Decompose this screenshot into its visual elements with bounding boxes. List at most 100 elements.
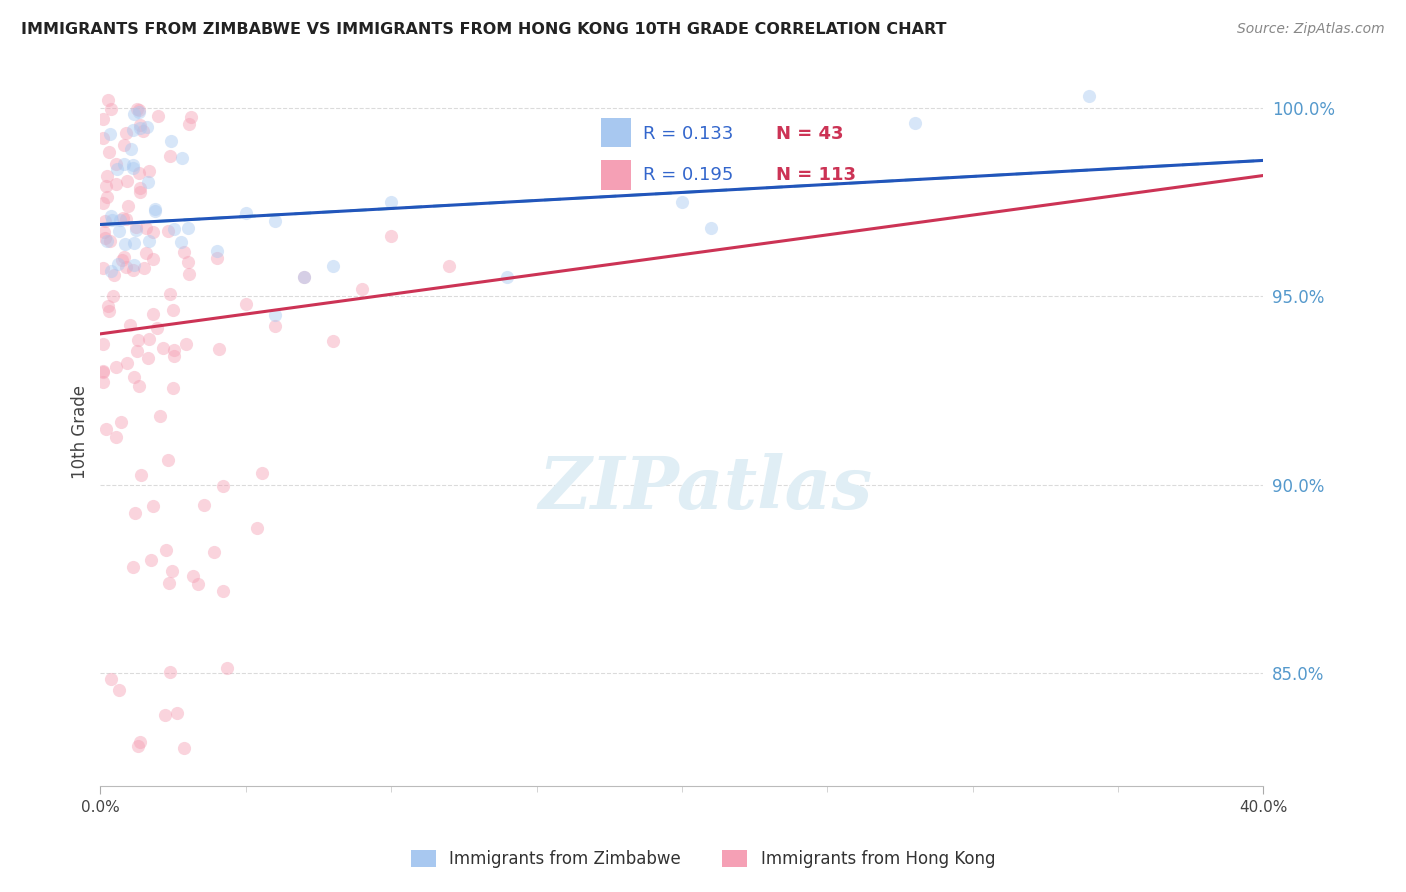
Point bbox=[162, 302, 184, 317]
Point bbox=[110, 415, 132, 429]
Point bbox=[142, 307, 165, 321]
Point bbox=[160, 565, 183, 579]
Point bbox=[380, 194, 402, 209]
Point bbox=[183, 569, 205, 583]
Point bbox=[163, 349, 186, 363]
Point bbox=[91, 365, 114, 379]
Point bbox=[124, 506, 146, 520]
Point bbox=[114, 237, 136, 252]
Point bbox=[170, 151, 193, 165]
Point bbox=[246, 521, 269, 535]
Point bbox=[155, 543, 177, 558]
Point bbox=[121, 123, 143, 137]
Point bbox=[179, 268, 201, 282]
Point bbox=[350, 282, 373, 296]
Point bbox=[180, 110, 202, 124]
Point bbox=[112, 251, 135, 265]
Point bbox=[138, 235, 160, 249]
Point bbox=[292, 270, 315, 285]
Point bbox=[94, 421, 117, 435]
Point bbox=[187, 577, 209, 591]
Y-axis label: 10th Grade: 10th Grade bbox=[72, 385, 89, 479]
Point bbox=[129, 467, 152, 482]
Point bbox=[136, 175, 159, 189]
Point bbox=[135, 221, 157, 235]
Point bbox=[136, 120, 159, 134]
Point bbox=[100, 209, 122, 223]
Point bbox=[115, 174, 138, 188]
Point bbox=[132, 124, 155, 138]
Point bbox=[143, 204, 166, 219]
Point bbox=[91, 336, 114, 351]
Point bbox=[193, 499, 215, 513]
Point bbox=[173, 244, 195, 259]
Point bbox=[105, 157, 128, 171]
Point bbox=[142, 252, 165, 266]
Point bbox=[94, 213, 117, 227]
Point bbox=[136, 351, 159, 365]
Point bbox=[115, 260, 138, 274]
Point bbox=[215, 660, 238, 674]
Point bbox=[157, 224, 180, 238]
Point bbox=[132, 261, 155, 276]
Point bbox=[114, 126, 136, 140]
Point bbox=[1078, 89, 1101, 103]
Point bbox=[127, 334, 149, 348]
Point bbox=[159, 665, 181, 679]
Point bbox=[129, 120, 152, 135]
Point bbox=[292, 270, 315, 285]
Point bbox=[96, 235, 118, 249]
Point bbox=[107, 224, 129, 238]
Point bbox=[138, 164, 160, 178]
Point bbox=[146, 321, 169, 335]
Point bbox=[163, 343, 186, 358]
Point bbox=[235, 206, 257, 220]
Point bbox=[100, 102, 122, 116]
Point bbox=[121, 158, 143, 172]
Point bbox=[127, 103, 149, 117]
Point bbox=[263, 308, 285, 322]
Point bbox=[156, 453, 179, 467]
Point bbox=[115, 212, 138, 227]
Point bbox=[98, 303, 121, 318]
Point bbox=[141, 225, 163, 239]
Point bbox=[98, 145, 121, 159]
Point bbox=[105, 430, 128, 444]
Point bbox=[160, 134, 183, 148]
Point bbox=[152, 341, 174, 355]
Point bbox=[129, 119, 152, 133]
Point bbox=[159, 149, 181, 163]
Point bbox=[235, 296, 257, 310]
Point bbox=[121, 263, 143, 277]
Point bbox=[263, 213, 285, 227]
Point bbox=[118, 318, 141, 332]
Point bbox=[174, 336, 197, 351]
Point bbox=[143, 202, 166, 216]
Point bbox=[112, 157, 135, 171]
Point bbox=[903, 116, 925, 130]
Point bbox=[146, 109, 169, 123]
Point bbox=[115, 356, 138, 370]
Point bbox=[97, 93, 120, 107]
Point bbox=[101, 288, 124, 302]
Point bbox=[135, 246, 157, 260]
Point bbox=[124, 370, 146, 384]
Point bbox=[97, 299, 120, 313]
Text: Source: ZipAtlas.com: Source: ZipAtlas.com bbox=[1237, 22, 1385, 37]
Point bbox=[211, 584, 233, 599]
Point bbox=[125, 220, 148, 235]
Point bbox=[105, 161, 128, 176]
Text: ZIPatlas: ZIPatlas bbox=[538, 453, 872, 524]
Point bbox=[91, 375, 114, 389]
Point bbox=[138, 332, 160, 346]
Point bbox=[128, 166, 150, 180]
Point bbox=[149, 409, 172, 423]
Point bbox=[100, 263, 122, 277]
Point bbox=[96, 169, 118, 183]
Point bbox=[205, 244, 228, 258]
Point bbox=[380, 228, 402, 243]
Point bbox=[111, 252, 134, 267]
Point bbox=[124, 223, 146, 237]
Point bbox=[107, 257, 129, 271]
Point bbox=[671, 194, 693, 209]
